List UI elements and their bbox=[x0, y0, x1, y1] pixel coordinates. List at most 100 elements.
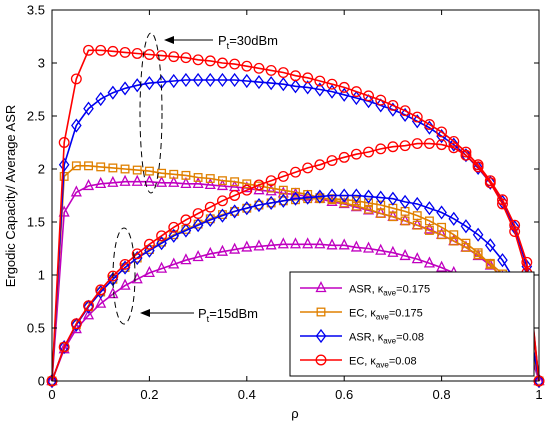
annotation-arrowhead-15dbm bbox=[140, 309, 150, 317]
data-point-7 bbox=[314, 159, 326, 171]
x-tick-label: 0.6 bbox=[335, 387, 353, 402]
data-point-2 bbox=[192, 72, 204, 88]
data-point-1 bbox=[230, 177, 240, 187]
data-point-4 bbox=[204, 246, 216, 258]
data-point-1 bbox=[181, 170, 191, 180]
data-point-1 bbox=[424, 226, 434, 235]
x-tick-label: 0.4 bbox=[238, 387, 256, 402]
data-point-4 bbox=[82, 308, 95, 320]
data-point-6 bbox=[71, 317, 82, 332]
data-point-6 bbox=[278, 193, 289, 208]
data-point-1 bbox=[412, 220, 422, 230]
data-point-1 bbox=[388, 212, 398, 222]
data-point-6 bbox=[156, 236, 167, 251]
ticks-layer: 0 0.2 0.4 0.6 0.8 1 0 0.5 1 1.5 2 2.5 3 3.5 bbox=[27, 3, 543, 403]
data-point-1 bbox=[266, 183, 276, 193]
data-point-6 bbox=[460, 219, 472, 234]
data-point-2 bbox=[484, 175, 496, 190]
data-point-2 bbox=[229, 72, 240, 88]
data-point-0 bbox=[82, 179, 95, 191]
data-point-4 bbox=[156, 261, 168, 273]
data-point-3 bbox=[216, 57, 228, 69]
data-point-1 bbox=[71, 161, 81, 171]
data-point-3 bbox=[375, 94, 387, 106]
data-point-0 bbox=[119, 174, 131, 186]
data-point-2 bbox=[217, 72, 228, 88]
data-point-2 bbox=[265, 76, 277, 91]
y-axis-label: Ergodic Capacity/ Average ASR bbox=[3, 105, 18, 288]
data-point-7 bbox=[436, 139, 448, 151]
y-tick-label: 1.5 bbox=[27, 215, 45, 230]
data-point-7 bbox=[168, 221, 180, 233]
data-point-4 bbox=[229, 242, 241, 254]
data-point-2 bbox=[302, 80, 313, 95]
data-point-6 bbox=[168, 228, 180, 243]
data-point-1 bbox=[449, 236, 459, 246]
data-point-2 bbox=[204, 72, 216, 88]
data-point-6 bbox=[46, 373, 58, 389]
data-point-0 bbox=[107, 175, 119, 187]
data-point-7 bbox=[399, 140, 411, 152]
data-point-3 bbox=[229, 58, 241, 70]
data-point-1 bbox=[364, 204, 373, 214]
data-point-4 bbox=[375, 243, 387, 255]
y-tick-label: 2.5 bbox=[27, 109, 45, 124]
series-line-6 bbox=[51, 194, 540, 382]
data-point-7 bbox=[95, 284, 107, 296]
data-point-3 bbox=[436, 126, 448, 138]
plot-frame bbox=[51, 9, 540, 382]
data-point-7 bbox=[509, 226, 521, 237]
data-point-0 bbox=[192, 176, 204, 188]
data-point-3 bbox=[314, 75, 326, 87]
data-point-4 bbox=[265, 238, 277, 250]
data-point-7 bbox=[265, 175, 277, 187]
data-point-0 bbox=[180, 176, 192, 188]
data-point-3 bbox=[350, 86, 362, 98]
data-point-4 bbox=[241, 240, 253, 252]
data-point-2 bbox=[448, 137, 460, 152]
data-point-0 bbox=[156, 175, 168, 187]
data-point-2 bbox=[180, 72, 192, 88]
y-tick-label: 3 bbox=[38, 56, 45, 71]
data-point-3 bbox=[411, 111, 423, 123]
data-point-0 bbox=[70, 185, 82, 197]
data-point-7 bbox=[107, 270, 119, 282]
data-point-3 bbox=[338, 81, 350, 93]
data-point-0 bbox=[423, 222, 435, 234]
data-point-2 bbox=[119, 81, 131, 96]
data-point-5 bbox=[437, 222, 447, 232]
data-point-2 bbox=[314, 82, 326, 97]
data-point-4 bbox=[411, 252, 423, 264]
x-tick-label: 0 bbox=[48, 387, 55, 402]
legend-marker-0 bbox=[315, 281, 327, 293]
data-point-5 bbox=[412, 211, 422, 221]
data-point-7 bbox=[290, 166, 301, 178]
data-point-6 bbox=[326, 188, 338, 203]
data-point-7 bbox=[497, 198, 508, 210]
data-point-1 bbox=[400, 216, 410, 226]
data-point-4 bbox=[314, 237, 326, 249]
data-point-4 bbox=[289, 237, 302, 249]
data-point-1 bbox=[84, 161, 93, 171]
data-point-0 bbox=[131, 174, 143, 186]
x-tick-label: 0.8 bbox=[433, 387, 451, 402]
data-point-3 bbox=[326, 78, 338, 90]
data-point-2 bbox=[144, 76, 155, 91]
data-point-1 bbox=[193, 173, 203, 182]
data-point-6 bbox=[83, 299, 94, 314]
data-point-7 bbox=[375, 143, 387, 155]
data-point-7 bbox=[411, 138, 423, 150]
data-point-0 bbox=[265, 184, 277, 196]
data-point-6 bbox=[302, 190, 313, 205]
data-point-4 bbox=[399, 248, 411, 261]
data-point-3 bbox=[180, 52, 192, 64]
data-point-6 bbox=[497, 253, 508, 268]
data-point-2 bbox=[83, 101, 94, 116]
group-ellipse-30dbm bbox=[139, 32, 163, 194]
data-point-2 bbox=[338, 87, 350, 102]
lines-layer bbox=[46, 44, 545, 389]
data-point-3 bbox=[241, 60, 253, 72]
data-point-7 bbox=[216, 195, 228, 207]
data-point-6 bbox=[363, 189, 374, 204]
data-point-3 bbox=[204, 55, 216, 67]
